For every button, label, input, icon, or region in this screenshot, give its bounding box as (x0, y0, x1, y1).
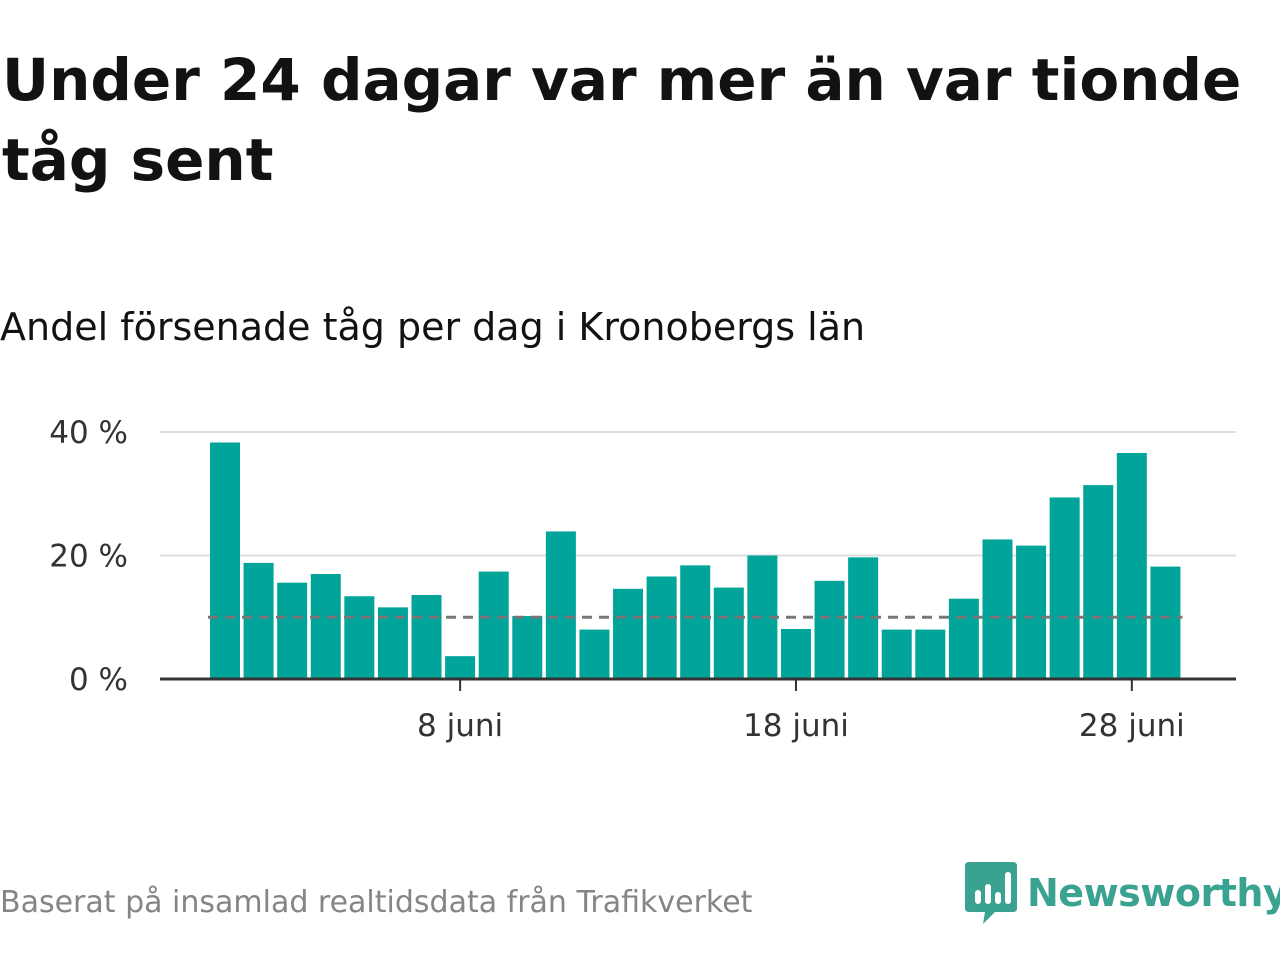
bar[interactable] (344, 596, 375, 679)
bar[interactable] (915, 629, 946, 679)
bar[interactable] (579, 629, 610, 679)
chart-subtitle: Andel försenade tåg per dag i Kronobergs… (0, 305, 866, 349)
bar[interactable] (948, 598, 979, 679)
bar[interactable] (512, 616, 543, 679)
bar-chart-speech-bubble-icon (965, 862, 1017, 924)
bar[interactable] (1083, 485, 1114, 679)
bar[interactable] (713, 587, 744, 679)
bar[interactable] (1116, 452, 1147, 679)
y-tick-label: 40 % (49, 415, 128, 451)
bars (210, 442, 1181, 679)
newsworthy-logo[interactable]: Newsworthy (965, 862, 1280, 924)
bar[interactable] (814, 580, 845, 679)
x-axis: 8 juni 18 juni 28 juni (160, 677, 1236, 744)
bar[interactable] (613, 588, 644, 679)
bar[interactable] (680, 565, 711, 679)
chart-title: Under 24 dagar var mer än var tionde tåg… (2, 46, 1242, 194)
bar[interactable] (210, 442, 240, 679)
x-tick-label: 8 juni (417, 708, 503, 744)
y-tick-label: 0 % (69, 662, 128, 698)
bar[interactable] (646, 576, 677, 679)
bar[interactable] (1150, 566, 1181, 679)
bar[interactable] (545, 531, 576, 679)
logo-text: Newsworthy (1027, 871, 1280, 915)
bar[interactable] (377, 607, 408, 679)
y-tick-label: 20 % (49, 539, 128, 575)
bar[interactable] (243, 562, 274, 679)
bar[interactable] (982, 539, 1013, 679)
x-tick-label: 18 juni (743, 708, 849, 744)
source-note: Baserat på insamlad realtidsdata från Tr… (0, 885, 753, 920)
bar[interactable] (780, 628, 811, 679)
x-tick-label: 28 juni (1079, 708, 1185, 744)
bar[interactable] (445, 656, 476, 679)
bar[interactable] (1016, 545, 1047, 679)
bar-chart: 0 % 20 % 40 % 8 juni 18 juni 28 juni (49, 415, 1236, 744)
bar[interactable] (478, 571, 509, 679)
bar[interactable] (881, 629, 912, 679)
bar[interactable] (411, 595, 442, 679)
bar[interactable] (277, 582, 308, 679)
y-axis-labels: 0 % 20 % 40 % (49, 415, 128, 698)
bar[interactable] (310, 574, 341, 679)
bar[interactable] (1049, 497, 1080, 679)
